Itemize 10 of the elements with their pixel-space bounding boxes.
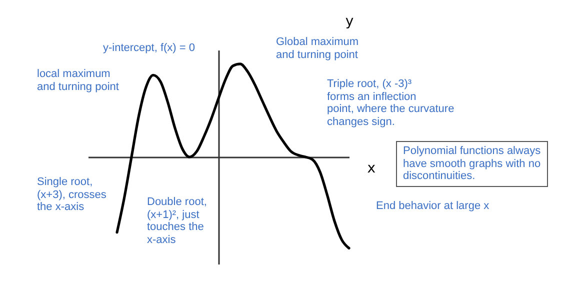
annotation: Triple root, (x -3)³ forms an inflection point, where the curvature changes sign. xyxy=(327,78,454,128)
text: Polynomial functions always have smooth graphs with no discontinuities. xyxy=(396,141,548,186)
annotation: local maximum and turning point xyxy=(37,68,119,93)
text: y-intercept, f(x) = 0 xyxy=(103,42,196,54)
annotation: Single root, (x+3), crosses the x-axis xyxy=(37,176,106,214)
text: End behavior at large x xyxy=(376,200,490,212)
text: Global maximum and turning point xyxy=(276,36,359,61)
x-axis-title: x xyxy=(367,160,376,176)
y-axis-title: y xyxy=(345,14,354,30)
annotation: Double root, (x+1)², just touches the x-axis xyxy=(147,196,207,246)
